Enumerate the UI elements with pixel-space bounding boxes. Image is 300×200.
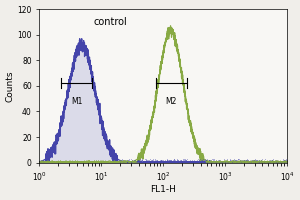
Text: M1: M1 <box>71 97 82 106</box>
X-axis label: FL1-H: FL1-H <box>150 185 176 194</box>
Text: M2: M2 <box>166 97 177 106</box>
Text: control: control <box>94 17 128 27</box>
Y-axis label: Counts: Counts <box>6 70 15 102</box>
